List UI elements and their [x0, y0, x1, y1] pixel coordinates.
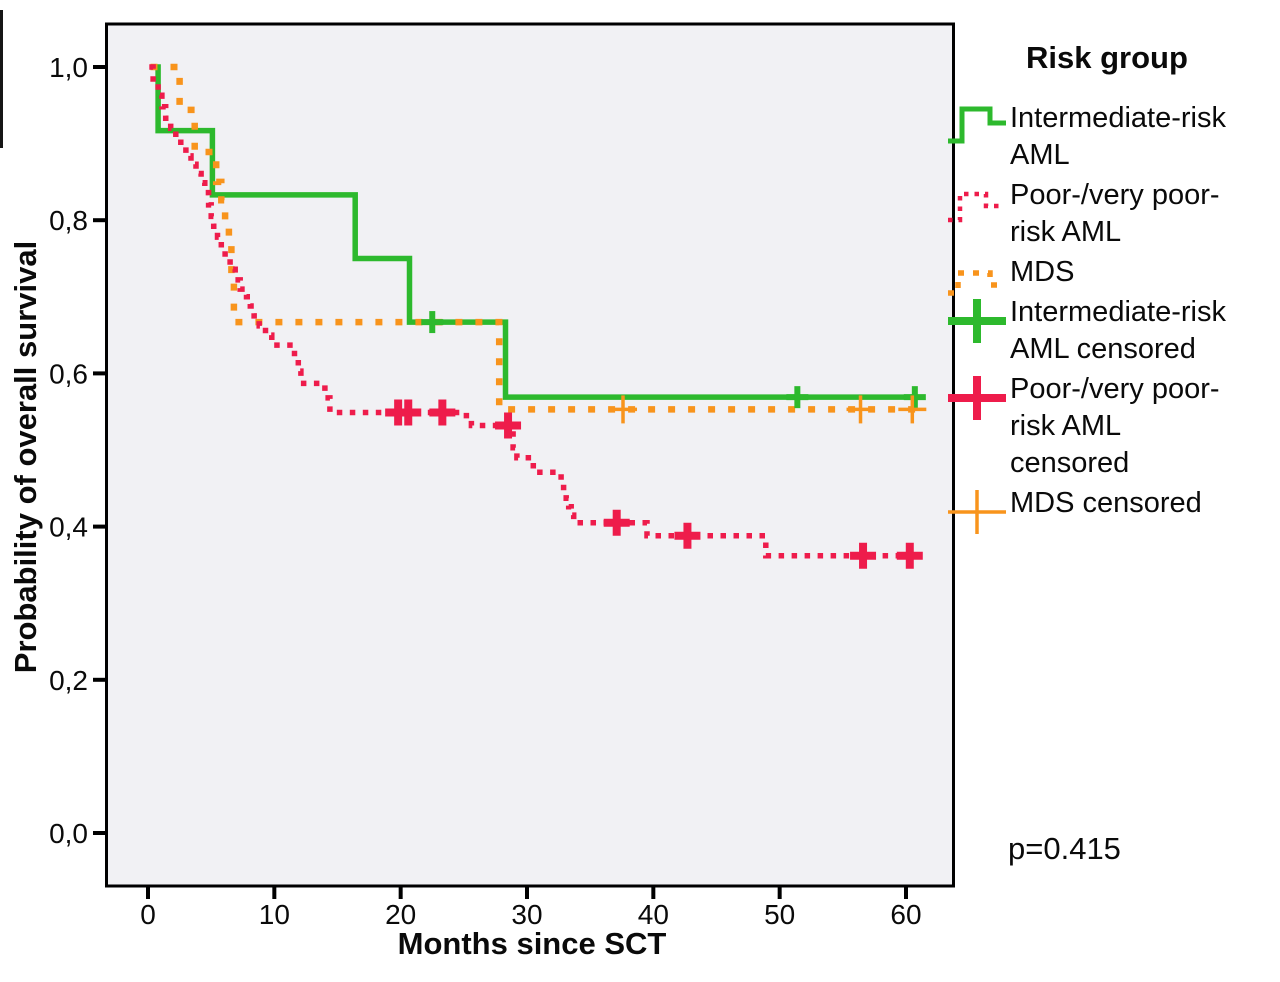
x-tick-label: 30	[511, 899, 542, 930]
p-value-annotation: p=0.415	[1008, 831, 1121, 866]
y-tick-label: 0,0	[49, 818, 88, 849]
legend-label-line: Intermediate-risk	[1010, 102, 1226, 134]
legend-label-line: Poor-/very poor-	[1010, 179, 1220, 211]
censor-mark-intermediate-risk-aml	[421, 311, 444, 334]
series-line-intermediate-risk-aml	[150, 64, 919, 400]
censor-mark-poor-very-poor-risk-aml	[495, 412, 522, 439]
legend-title: Risk group	[1026, 40, 1188, 75]
y-axis-title: Probability of overall survival	[8, 240, 43, 674]
legend-label-line: risk AML	[1010, 216, 1122, 248]
legend-symbol-intermediate-risk-aml	[948, 106, 1006, 144]
y-tick-label: 0,2	[49, 665, 88, 696]
legend-label-line: AML censored	[1010, 333, 1196, 365]
series-line-poor-very-poor-risk-aml	[149, 64, 914, 559]
legend-label-line: Poor-/very poor-	[1010, 373, 1220, 405]
legend-entries: Intermediate-risk AML Poor-/very poor-risk…	[948, 100, 1278, 534]
legend-label-line: MDS	[1010, 256, 1075, 288]
censor-mark-poor-very-poor-risk-aml	[603, 509, 630, 536]
y-tick-label: 0,6	[49, 358, 88, 389]
legend: Risk group Intermediate-risk AML Poor-/ver…	[948, 40, 1278, 534]
legend-label-mds: MDS	[1010, 254, 1278, 291]
legend-symbol-poor-very-poor-risk-aml-censored	[948, 376, 1006, 420]
y-tick-label: 1,0	[49, 52, 88, 83]
legend-label-line: Intermediate-risk	[1010, 296, 1226, 328]
legend-label-line: censored	[1010, 447, 1130, 479]
x-tick-label: 50	[764, 899, 795, 930]
x-tick-label: 20	[385, 899, 416, 930]
legend-label-line: risk AML	[1010, 410, 1122, 442]
x-tick-label: 10	[259, 899, 290, 930]
legend-label-mds-censored: MDS censored	[1010, 485, 1278, 522]
x-tick-label: 40	[638, 899, 669, 930]
x-tick-label: 0	[140, 899, 156, 930]
censor-mark-intermediate-risk-aml	[786, 386, 809, 409]
censor-mark-mds	[898, 395, 927, 424]
legend-entry-intermediate-risk-aml-censored: Intermediate-risk AML censored	[948, 294, 1278, 368]
legend-label-intermediate-risk-aml: Intermediate-risk AML	[1010, 100, 1278, 174]
legend-label-poor-very-poor-risk-aml: Poor-/very poor-risk AML	[1010, 177, 1278, 251]
censor-mark-poor-very-poor-risk-aml	[429, 399, 456, 426]
x-axis-title: Months since SCT	[397, 926, 667, 961]
legend-entry-mds: MDS	[948, 254, 1278, 296]
censor-mark-intermediate-risk-aml	[903, 386, 926, 409]
censor-mark-mds	[846, 395, 875, 424]
censor-mark-poor-very-poor-risk-aml	[674, 522, 701, 549]
censor-mark-poor-very-poor-risk-aml	[896, 542, 923, 569]
legend-label-poor-very-poor-risk-aml-censored: Poor-/very poor-risk AML censored	[1010, 371, 1278, 482]
legend-entry-poor-very-poor-risk-aml: Poor-/very poor-risk AML	[948, 177, 1278, 251]
legend-symbol-intermediate-risk-aml-censored	[948, 299, 1006, 343]
legend-entry-mds-censored: MDS censored	[948, 485, 1278, 534]
legend-label-line: AML	[1010, 139, 1070, 171]
legend-entry-poor-very-poor-risk-aml-censored: Poor-/very poor-risk AML censored	[948, 371, 1278, 482]
legend-label-line: MDS censored	[1010, 487, 1202, 519]
y-tick-label: 0,8	[49, 205, 88, 236]
censor-mark-poor-very-poor-risk-aml	[850, 542, 877, 569]
censor-mark-poor-very-poor-risk-aml	[395, 399, 422, 426]
legend-symbol-poor-very-poor-risk-aml	[948, 191, 1004, 223]
legend-symbol-mds	[948, 270, 1004, 296]
legend-label-intermediate-risk-aml-censored: Intermediate-risk AML censored	[1010, 294, 1278, 368]
censor-mark-mds	[609, 395, 638, 424]
figure-edge-line	[0, 10, 3, 148]
legend-entry-intermediate-risk-aml: Intermediate-risk AML	[948, 100, 1278, 174]
y-tick-label: 0,4	[49, 512, 88, 543]
x-tick-label: 60	[890, 899, 921, 930]
legend-symbol-mds-censored	[948, 490, 1006, 534]
